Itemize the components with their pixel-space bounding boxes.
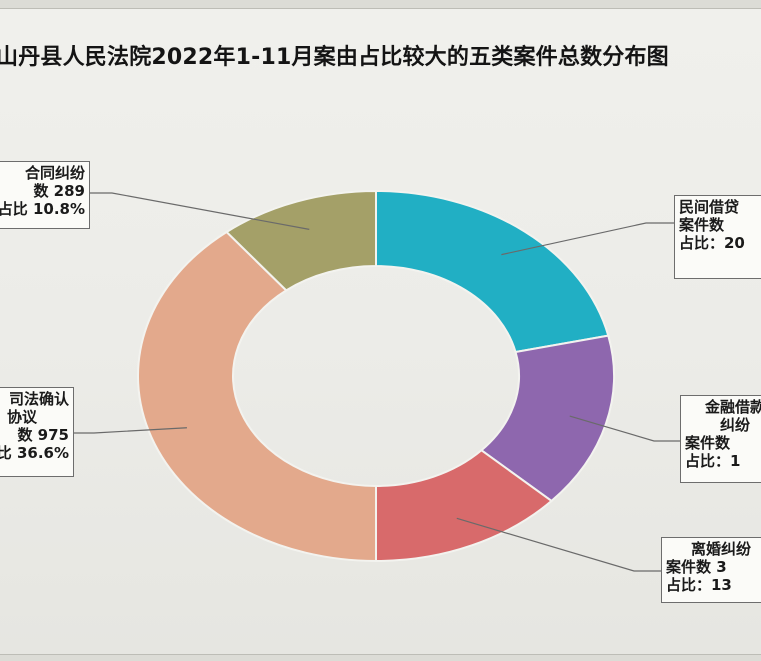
slice-label-line: 民间借贷 [679,198,740,216]
slice-label-divorce: 离婚纠纷 案件数 3 占比：13 [661,537,761,603]
slice-label-line: 占比：1 [685,452,741,470]
leader-line [64,427,187,434]
slice-label-line: 数 975 [17,426,69,444]
slice-label-line: 案件数 [679,216,725,234]
chart-title: 山丹县人民法院2022年1-11月案由占比较大的五类案件总数分布图 [0,45,669,70]
slice-label-line: 合同纠纷 [24,164,85,182]
leader-line [501,222,676,256]
slice-label-line: 案件数 3 [666,558,727,576]
slice-label-line: 金融借款 [704,398,761,416]
paper-background: 山丹县人民法院2022年1-11月案由占比较大的五类案件总数分布图 民间借贷 案… [0,8,761,655]
slice-label-line: 占比 36.6% [0,444,69,462]
slice-label-line: 案件数 [685,434,731,452]
slice-label-line: 占比：13 [666,576,732,594]
donut-chart [64,189,684,572]
slice-label-line: 占比 10.8% [0,200,85,218]
leader-line [456,517,664,572]
slice-label-line: 占比：20 [679,234,745,252]
slice-contract [225,189,377,292]
slice-label-judicial: 司法确认 协议 数 975 占比 36.6% [0,387,74,477]
slice-label-loan: 民间借贷 案件数 占比：20 [674,195,761,279]
slice-loan [375,189,610,354]
slice-label-finance: 金融借款 纠纷 案件数 占比：1 [680,395,761,483]
slice-label-line: 数 289 [33,182,85,200]
leader-line [82,192,310,230]
slice-label-contract: 合同纠纷 数 289 占比 10.8% [0,161,90,229]
slice-label-line: 司法确认 [8,390,69,408]
leader-line [569,415,684,442]
slice-label-line: 离婚纠纷 [690,540,751,558]
slice-label-line: 纠纷 [719,416,750,434]
slice-label-line: 协议 [6,408,37,426]
slice-judicial [137,230,377,563]
